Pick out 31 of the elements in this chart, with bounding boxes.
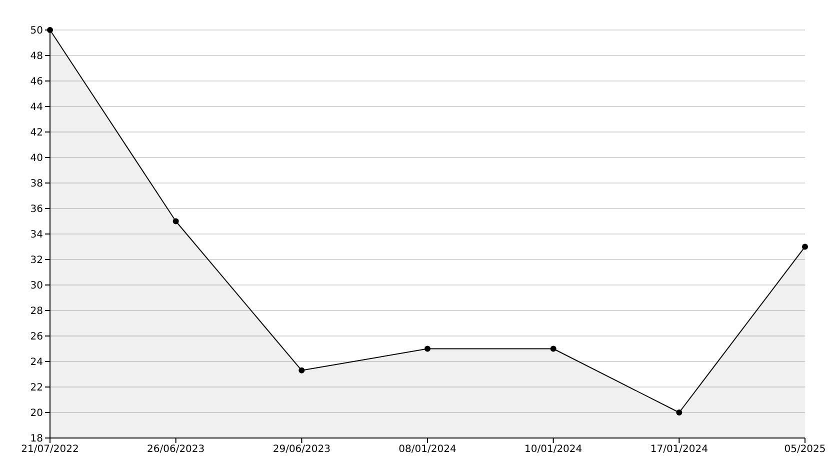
x-tick-label: 10/01/2024 bbox=[524, 444, 582, 456]
point bbox=[802, 244, 808, 250]
x-tick-label: 29/06/2023 bbox=[272, 444, 330, 456]
y-tick-label: 24 bbox=[30, 357, 43, 368]
point bbox=[676, 410, 682, 416]
point bbox=[298, 367, 305, 374]
y-tick-label: 34 bbox=[30, 230, 43, 241]
y-tick-label: 20 bbox=[30, 408, 43, 420]
y-tick-label: 50 bbox=[30, 26, 43, 37]
point bbox=[172, 218, 179, 224]
y-tick-label: 30 bbox=[30, 280, 43, 292]
x-tick-label: 08/01/2024 bbox=[398, 444, 456, 456]
y-tick-label: 46 bbox=[30, 76, 43, 88]
x-tick-label: 21/07/2022 bbox=[21, 444, 79, 456]
y-tick-label: 28 bbox=[30, 306, 43, 318]
x-tick-label: 17/01/2024 bbox=[650, 444, 708, 456]
point bbox=[550, 346, 556, 352]
point bbox=[424, 346, 430, 352]
y-tick-label: 48 bbox=[30, 51, 43, 62]
y-tick-label: 42 bbox=[30, 128, 43, 139]
y-tick-label: 26 bbox=[30, 332, 43, 343]
y-tick-label: 44 bbox=[30, 102, 43, 114]
y-tick-label: 18 bbox=[30, 434, 43, 445]
x-tick-label: 05/2025 bbox=[784, 444, 826, 456]
y-tick-label: 40 bbox=[30, 153, 43, 164]
point bbox=[47, 27, 53, 33]
y-tick-label: 36 bbox=[30, 204, 43, 216]
y-tick-label: 22 bbox=[30, 382, 43, 394]
y-tick-label: 32 bbox=[30, 255, 43, 266]
x-tick-label: 26/06/2023 bbox=[147, 444, 205, 456]
y-tick-label: 38 bbox=[30, 178, 43, 190]
